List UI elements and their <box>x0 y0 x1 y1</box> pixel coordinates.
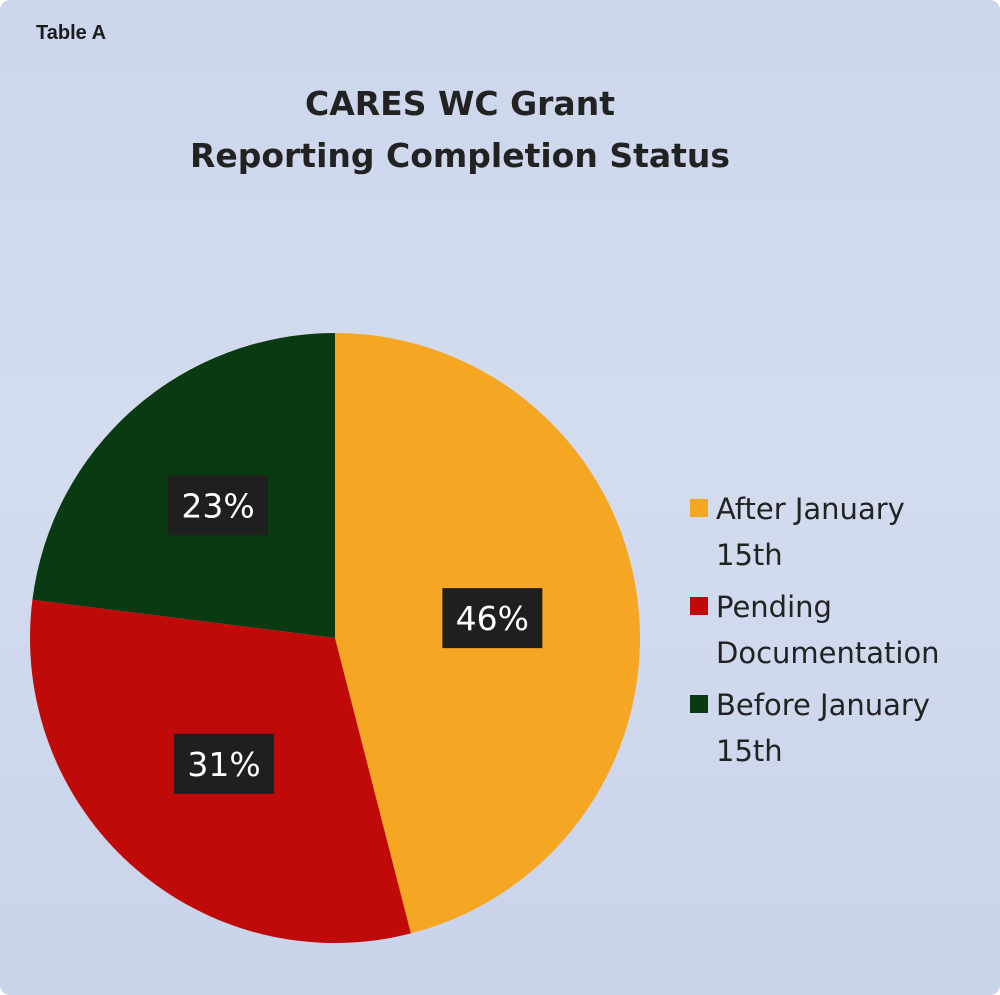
pie-data-label-text: 46% <box>456 599 529 638</box>
chart-title-line-1: CARES WC Grant <box>305 84 615 123</box>
legend-label: After January 15th <box>716 486 905 578</box>
legend-item-before-january: Before January 15th <box>690 686 990 774</box>
legend-item-after-january: After January 15th <box>690 490 990 578</box>
legend-label-line: Before January <box>716 688 930 722</box>
legend-label: Pending Documentation <box>716 584 940 676</box>
legend-label-line: Pending <box>716 590 832 624</box>
legend-label: Before January 15th <box>716 682 930 774</box>
legend-label-line: After January <box>716 492 905 526</box>
legend-label-line: 15th <box>716 538 783 572</box>
pie-data-label-text: 23% <box>181 486 254 525</box>
chart-title: CARES WC Grant Reporting Completion Stat… <box>0 78 920 182</box>
pie-data-label-1: 46% <box>442 588 543 649</box>
pie-data-label-2: 31% <box>174 733 275 794</box>
legend-swatch <box>690 695 708 713</box>
pie-data-label-text: 31% <box>187 745 260 784</box>
chart-title-line-2: Reporting Completion Status <box>189 136 731 175</box>
table-label: Table A <box>36 22 107 44</box>
legend: After January 15th Pending Documentation… <box>690 490 990 784</box>
legend-item-pending-documentation: Pending Documentation <box>690 588 990 676</box>
legend-swatch <box>690 597 708 615</box>
legend-label-line: 15th <box>716 734 783 768</box>
legend-label-line: Documentation <box>716 636 940 670</box>
legend-swatch <box>690 499 708 517</box>
pie-data-label-3: 23% <box>168 475 269 536</box>
